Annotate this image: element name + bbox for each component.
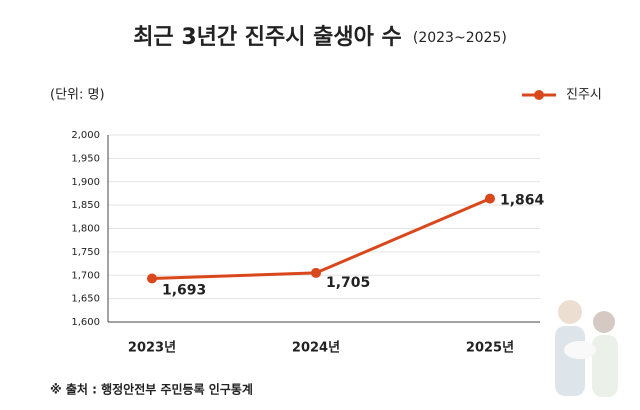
y-tick-label: 1,650 xyxy=(71,294,100,305)
data-point xyxy=(311,267,321,278)
chart-title: 최근 3년간 진주시 출생아 수 xyxy=(133,25,402,50)
y-tick-label: 2,000 xyxy=(71,130,100,141)
source-note: ※ 출처 : 행정안전부 주민등록 인구통계 xyxy=(50,382,253,397)
x-tick-label: 2024년 xyxy=(292,341,340,356)
y-tick-label: 1,600 xyxy=(71,317,100,328)
data-label: 1,864 xyxy=(500,193,545,209)
illustration-head xyxy=(593,311,615,333)
illustration-body xyxy=(592,335,618,397)
legend-label: 진주시 xyxy=(566,88,602,103)
y-tick-label: 1,850 xyxy=(71,200,100,211)
illustration-head xyxy=(558,300,582,324)
chart-subtitle: (2023~2025) xyxy=(413,30,507,46)
x-tick-label: 2023년 xyxy=(128,341,176,356)
y-tick-label: 1,750 xyxy=(71,247,100,258)
legend-marker xyxy=(534,90,544,100)
unit-label: (단위: 명) xyxy=(50,88,105,103)
data-label: 1,693 xyxy=(162,283,206,299)
illustration-baby xyxy=(564,341,596,359)
y-tick-label: 1,900 xyxy=(71,177,100,188)
illustration xyxy=(555,300,618,397)
illustration-body xyxy=(555,326,585,396)
chart-title-group: 최근 3년간 진주시 출생아 수 (2023~2025) xyxy=(133,25,507,50)
y-tick-label: 1,700 xyxy=(71,270,100,281)
x-tick-label: 2025년 xyxy=(466,341,514,356)
data-point xyxy=(485,193,495,204)
data-label: 1,705 xyxy=(326,275,370,291)
y-tick-label: 1,950 xyxy=(71,153,100,164)
y-tick-label: 1,800 xyxy=(71,224,100,235)
data-point xyxy=(147,273,157,284)
